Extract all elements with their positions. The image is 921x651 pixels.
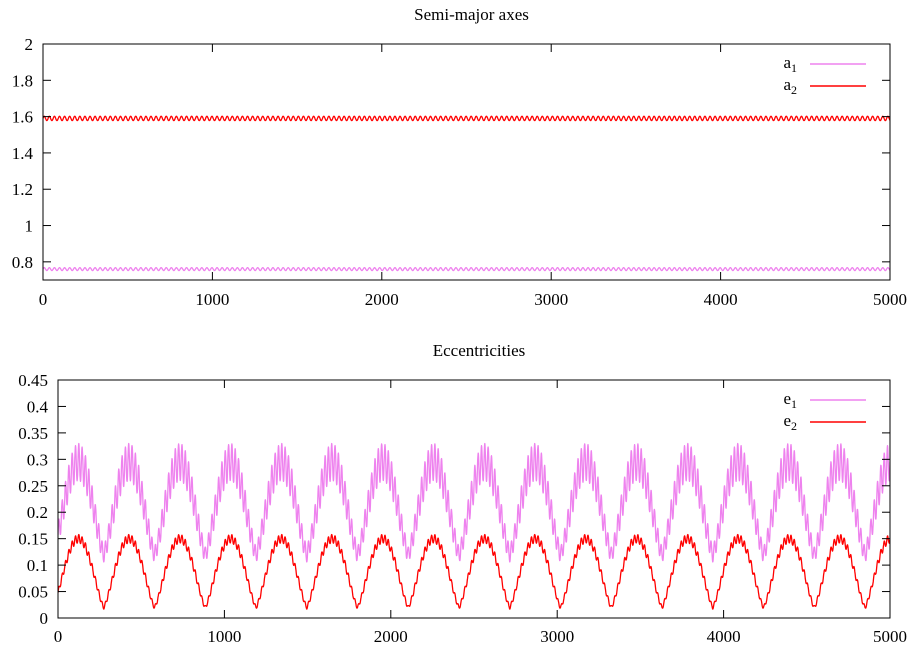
x-tick-label: 2000 — [374, 627, 408, 646]
legend-label-e2: e2 — [783, 411, 797, 433]
y-tick-label: 0.45 — [18, 371, 48, 390]
x-tick-label: 0 — [39, 290, 48, 309]
panel-1: Semi-major axes 0.8 1 1.2 1.4 1.6 1.8 2 0 1000 200… — [12, 5, 907, 309]
series-e1-line — [58, 442, 890, 563]
series-a2-line — [43, 115, 890, 122]
x-tick-label: 1000 — [207, 627, 241, 646]
x-tick-label: 3000 — [540, 627, 574, 646]
legend-label-a1: a1 — [783, 53, 797, 75]
y-tick-label: 2 — [25, 35, 34, 54]
y-tick-label: 0.4 — [27, 397, 49, 416]
y-tick-label: 0.3 — [27, 450, 48, 469]
series-a1-line — [43, 267, 890, 272]
y-tick-label: 0.1 — [27, 556, 48, 575]
y-tick-label: 0.25 — [18, 477, 48, 496]
y-tick-label: 0.05 — [18, 583, 48, 602]
y-tick-label: 0.15 — [18, 530, 48, 549]
plot-frame — [42, 43, 891, 281]
panel-2: Eccentricities 0 0.05 0.1 0.15 0.2 0.25 0.3 0.35… — [18, 341, 907, 646]
y-tick-label: 0.8 — [12, 253, 33, 272]
x-tick-label: 1000 — [195, 290, 229, 309]
chart-title: Semi-major axes — [414, 5, 529, 24]
x-tick-label: 2000 — [365, 290, 399, 309]
plot-frame — [57, 379, 891, 619]
x-tick-label: 4000 — [707, 627, 741, 646]
legend-label-e1: e1 — [783, 389, 797, 411]
y-tick-label: 0 — [40, 609, 49, 628]
x-tick-label: 5000 — [873, 627, 907, 646]
x-tick-label: 5000 — [873, 290, 907, 309]
y-tick-label: 0.2 — [27, 503, 48, 522]
y-tick-label: 0.35 — [18, 424, 48, 443]
x-tick-label: 0 — [54, 627, 63, 646]
y-tick-label: 1.4 — [12, 144, 34, 163]
chart-title: Eccentricities — [433, 341, 526, 360]
series-e2-line — [58, 533, 890, 610]
y-tick-label: 1 — [25, 217, 34, 236]
x-tick-label: 4000 — [704, 290, 738, 309]
y-tick-label: 1.2 — [12, 180, 33, 199]
legend-label-a2: a2 — [783, 75, 797, 97]
y-tick-label: 1.6 — [12, 108, 33, 127]
y-tick-label: 1.8 — [12, 71, 33, 90]
x-tick-label: 3000 — [534, 290, 568, 309]
